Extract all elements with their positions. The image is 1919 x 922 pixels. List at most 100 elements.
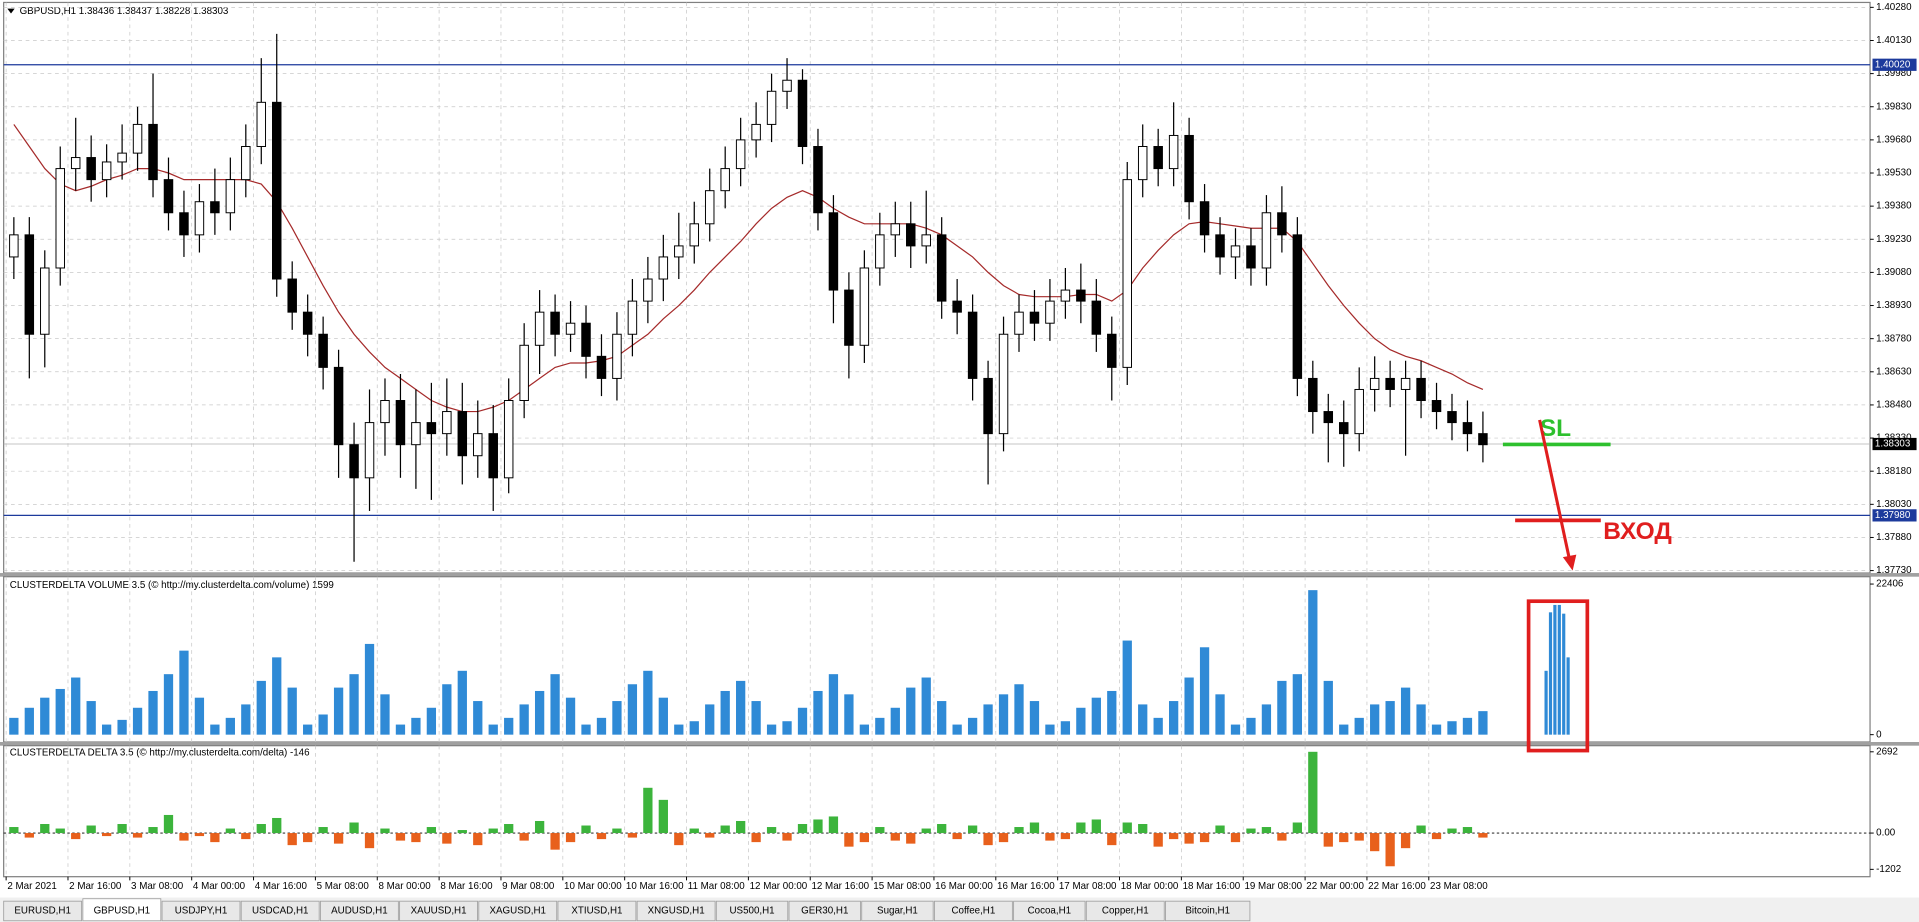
x-tick-label: 8 Mar 16:00 — [440, 881, 493, 892]
tab-box[interactable] — [1085, 900, 1165, 922]
tabs: EURUSD,H1 GBPUSD,H1 USDJPY,H1 USDCAD,H1 AUDU… — [3, 898, 1251, 922]
volume-bar — [1060, 721, 1071, 735]
volume-bar — [828, 674, 839, 735]
x-tick-label: 10 Mar 16:00 — [626, 881, 684, 892]
x-tick-label: 9 Mar 08:00 — [502, 881, 555, 892]
tab[interactable]: Coffee,H1 — [933, 900, 1013, 922]
x-tick-label: 12 Mar 00:00 — [750, 881, 808, 892]
tab-box[interactable] — [1013, 900, 1086, 922]
tab-box[interactable] — [861, 900, 934, 922]
volume-bar — [148, 690, 158, 735]
tab[interactable]: GBPUSD,H1 — [82, 898, 162, 922]
tab-label[interactable]: XAGUSD,H1 — [489, 906, 546, 917]
tab[interactable]: Cocoa,H1 — [1013, 900, 1086, 922]
candle-body — [643, 278, 653, 302]
candle-body — [735, 139, 746, 170]
tab-label[interactable]: USDJPY,H1 — [175, 906, 228, 917]
tab-label[interactable]: Cocoa,H1 — [1028, 906, 1071, 917]
candle-body — [1478, 433, 1488, 446]
tab-box[interactable] — [715, 900, 789, 922]
tab[interactable]: USDJPY,H1 — [161, 900, 241, 922]
tab-box[interactable] — [3, 900, 83, 922]
candle-body — [581, 322, 591, 357]
tab-label[interactable]: XNGUSD,H1 — [648, 906, 705, 917]
tab[interactable]: XAUUSD,H1 — [399, 900, 478, 922]
delta-bar — [844, 833, 854, 847]
candle-body — [689, 223, 700, 247]
pane-separator — [0, 573, 1919, 577]
delta-pane-frame — [3, 745, 1871, 878]
tab-label[interactable]: GER30,H1 — [801, 906, 848, 917]
tab-label[interactable]: Copper,H1 — [1102, 906, 1149, 917]
tab-box[interactable] — [636, 900, 716, 922]
tab-box[interactable] — [933, 900, 1013, 922]
delta-bar — [1246, 828, 1256, 834]
volume-bar — [303, 724, 313, 735]
level-label-box — [1872, 58, 1917, 71]
candle-body — [1153, 146, 1163, 170]
tab-box[interactable] — [240, 900, 320, 922]
delta-bar — [1416, 825, 1426, 834]
tab-box[interactable] — [788, 900, 861, 922]
volume-bar — [1215, 694, 1225, 735]
candle-body — [1029, 311, 1040, 324]
x-tick-label: 18 Mar 16:00 — [1183, 881, 1241, 892]
tab-label[interactable]: USDCAD,H1 — [252, 906, 309, 917]
delta-bar — [998, 833, 1009, 843]
volume-bar — [859, 724, 870, 735]
y-tick-label: 2692 — [1876, 746, 1898, 757]
candle-body — [952, 300, 962, 313]
tab-box[interactable] — [478, 900, 558, 922]
volume-bar — [163, 674, 174, 735]
tab-label[interactable]: GBPUSD,H1 — [94, 906, 151, 917]
y-tick-label: 1.38630 — [1876, 366, 1912, 377]
delta-bar — [426, 827, 437, 834]
candle-body — [1230, 245, 1241, 258]
tab[interactable]: Sugar,H1 — [861, 900, 934, 922]
tab[interactable]: US500,H1 — [715, 900, 789, 922]
tab[interactable]: USDCAD,H1 — [240, 900, 320, 922]
delta-bar — [1230, 833, 1241, 843]
tab-box[interactable] — [1165, 900, 1251, 922]
volume-bar — [1277, 680, 1287, 735]
volume-bar — [550, 674, 560, 735]
delta-bar — [1107, 833, 1117, 846]
tab-label[interactable]: XAUUSD,H1 — [411, 906, 467, 917]
volume-bar — [519, 704, 529, 735]
y-tick-label: 1.38930 — [1876, 300, 1912, 311]
tab-label[interactable]: AUDUSD,H1 — [331, 906, 388, 917]
y-tick-label: 1.37880 — [1876, 532, 1912, 543]
menu-triangle[interactable] — [7, 8, 15, 14]
tab-label[interactable]: EURUSD,H1 — [14, 906, 71, 917]
candle-body — [473, 433, 483, 457]
volume-bar — [1447, 721, 1457, 735]
tab-box[interactable] — [161, 900, 241, 922]
volume-bar — [952, 724, 962, 735]
tab-box[interactable] — [399, 900, 478, 922]
tab-label[interactable]: Sugar,H1 — [877, 906, 918, 917]
tab[interactable]: EURUSD,H1 — [3, 900, 83, 922]
tab-box[interactable] — [319, 900, 399, 922]
volume-bar — [1199, 647, 1210, 735]
tab-label[interactable]: XTIUSD,H1 — [571, 906, 622, 917]
tab[interactable]: XTIUSD,H1 — [557, 900, 637, 922]
candle-body — [1122, 179, 1132, 368]
delta-bar — [1447, 828, 1457, 834]
tab[interactable]: XAGUSD,H1 — [478, 900, 558, 922]
tab-label[interactable]: Coffee,H1 — [951, 906, 995, 917]
x-tick-label: 23 Mar 08:00 — [1430, 881, 1488, 892]
tab-box[interactable] — [82, 898, 162, 922]
tab-label[interactable]: Bitcoin,H1 — [1185, 906, 1230, 917]
tab[interactable]: Bitcoin,H1 — [1165, 900, 1251, 922]
entry-label: ВХОД — [1603, 518, 1672, 545]
tab-box[interactable] — [557, 900, 637, 922]
tab-label[interactable]: US500,H1 — [729, 906, 774, 917]
tab[interactable]: XNGUSD,H1 — [636, 900, 716, 922]
tab[interactable]: AUDUSD,H1 — [319, 900, 399, 922]
candle-body — [1308, 377, 1318, 413]
candle-body — [1339, 422, 1349, 435]
volume-bar — [1076, 707, 1086, 735]
volume-bar — [395, 724, 406, 735]
tab[interactable]: Copper,H1 — [1085, 900, 1165, 922]
tab[interactable]: GER30,H1 — [788, 900, 861, 922]
